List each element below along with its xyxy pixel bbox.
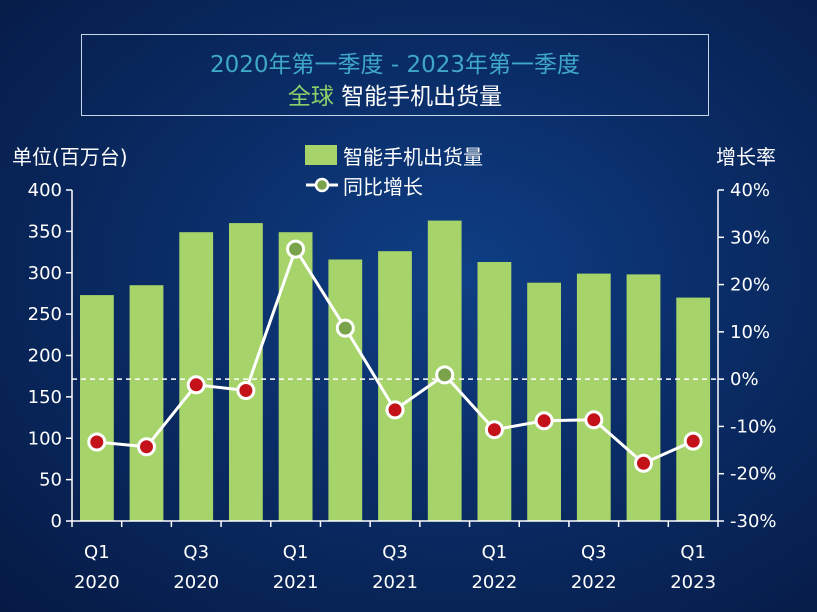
y-tick-label-right-5: 20% [730, 275, 770, 296]
y-tick-label-left-8: 400 [28, 180, 62, 201]
growth-point-8 [484, 420, 504, 440]
x-tick-label-quarter-12: Q1 [680, 542, 706, 563]
y-tick-label-right-3: 0% [730, 369, 759, 390]
growth-point-5 [335, 318, 355, 338]
growth-point-2 [186, 375, 206, 395]
y-tick-label-right-1: -20% [730, 464, 777, 485]
y-tick-label-left-7: 350 [28, 221, 62, 242]
x-tick-label-year-12: 2023 [670, 572, 716, 593]
x-tick-label-year-0: 2020 [74, 572, 120, 593]
x-tick-label-quarter-4: Q1 [283, 542, 309, 563]
x-tick-label-year-8: 2022 [471, 572, 517, 593]
legend-label-growth: 同比增长 [343, 175, 423, 199]
bar-4 [278, 232, 313, 521]
y-tick-label-right-4: 10% [730, 322, 770, 343]
bar-8 [477, 262, 512, 521]
bar-11 [626, 274, 661, 521]
chart-subtitle-rest: 智能手机出货量 [333, 84, 503, 110]
legend-label-shipments: 智能手机出货量 [343, 145, 483, 169]
legend-item-growth: 同比增长 [305, 171, 505, 199]
chart-subtitle: 全球 智能手机出货量 [82, 77, 708, 111]
bar-1 [129, 285, 164, 521]
y-tick-label-left-0: 0 [51, 511, 62, 532]
y-tick-label-right-0: -30% [730, 511, 777, 532]
legend-bar-swatch [305, 145, 337, 165]
bar-0 [80, 295, 114, 521]
y-tick-label-right-6: 30% [730, 227, 770, 248]
bar-5 [328, 259, 363, 521]
x-tick-label-quarter-8: Q1 [482, 542, 508, 563]
y-tick-label-left-6: 300 [28, 263, 62, 284]
x-tick-label-year-4: 2021 [273, 572, 319, 593]
growth-point-11 [634, 453, 653, 473]
growth-point-9 [534, 411, 554, 431]
growth-point-7 [435, 365, 455, 385]
growth-point-4 [286, 239, 306, 259]
y-tick-label-left-1: 50 [39, 470, 62, 491]
bar-6 [378, 251, 412, 521]
y-tick-label-left-4: 200 [28, 346, 62, 367]
bar-10 [576, 273, 611, 521]
x-tick-label-quarter-10: Q3 [581, 542, 607, 563]
x-tick-label-quarter-2: Q3 [183, 542, 209, 563]
legend-item-shipments: 智能手机出货量 [305, 141, 565, 169]
chart-title-box: 2020年第一季度 - 2023年第一季度 全球 智能手机出货量 [81, 34, 709, 116]
chart-subtitle-prefix: 全球 [287, 84, 334, 110]
bar-9 [527, 282, 561, 521]
growth-point-3 [236, 381, 256, 400]
growth-point-0 [87, 432, 107, 452]
growth-point-12 [683, 431, 703, 451]
x-tick-label-year-10: 2022 [571, 572, 617, 593]
y-axis-left-label: 单位(百万台) [12, 145, 128, 169]
y-tick-label-left-5: 250 [28, 304, 62, 325]
y-tick-label-left-3: 150 [28, 387, 62, 408]
x-tick-label-quarter-6: Q3 [382, 542, 408, 563]
bar-3 [229, 223, 263, 521]
chart-title: 2020年第一季度 - 2023年第一季度 [210, 52, 580, 78]
y-tick-label-right-7: 40% [730, 180, 770, 201]
y-tick-label-right-2: -10% [730, 416, 777, 437]
bar-12 [676, 297, 711, 521]
x-tick-label-year-2: 2020 [173, 572, 219, 593]
legend-line-swatch [306, 177, 338, 193]
x-tick-label-year-6: 2021 [372, 572, 418, 593]
x-tick-label-quarter-0: Q1 [84, 542, 110, 563]
growth-point-6 [385, 400, 405, 420]
growth-point-1 [137, 437, 156, 457]
growth-point-10 [584, 410, 604, 430]
y-axis-right-label: 增长率 [716, 145, 776, 169]
y-tick-label-left-2: 100 [28, 428, 62, 449]
